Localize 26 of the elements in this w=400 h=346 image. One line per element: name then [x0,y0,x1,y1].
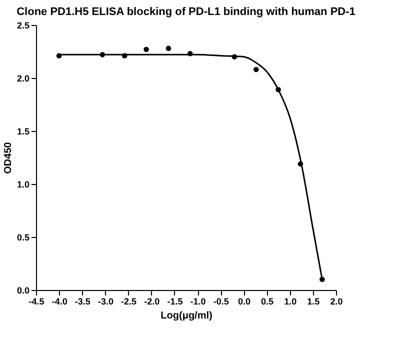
x-tick-label: -2.5 [121,296,137,306]
x-tick-label: 1.0 [284,296,297,306]
x-tick-label: -4.0 [52,296,68,306]
x-tick-label: -1.0 [190,296,206,306]
y-tick-label: 1.5 [16,126,30,136]
x-tick-label: -3.5 [74,296,90,306]
y-axis-title: OD450 [2,142,14,174]
y-tick-label: 2.5 [16,20,30,30]
x-tick-label: 2.0 [330,296,343,306]
y-tick-label: 0.5 [16,232,30,242]
y-tick-label: 2.0 [16,74,30,84]
point [144,46,149,52]
point [254,66,259,72]
y-tick-label: 0.0 [16,286,30,296]
x-tick-label: -0.5 [213,296,229,306]
x-tick-label: 0.5 [261,296,274,306]
x-tick-label: -1.5 [167,296,183,306]
x-tick-label: -3.0 [98,296,114,306]
chart-title: Clone PD1.H5 ELISA blocking of PD-L1 binding with human PD-1 [16,6,356,18]
x-tick-label: 1.5 [307,296,320,306]
y-tick-label: 1.0 [16,180,30,190]
x-axis-title: Log(μg/ml) [160,310,212,322]
x-tick-label: -2.0 [144,296,160,306]
x-tick-label: 0.0 [238,296,250,306]
x-tick-label: -4.5 [28,296,44,306]
point [166,46,172,51]
